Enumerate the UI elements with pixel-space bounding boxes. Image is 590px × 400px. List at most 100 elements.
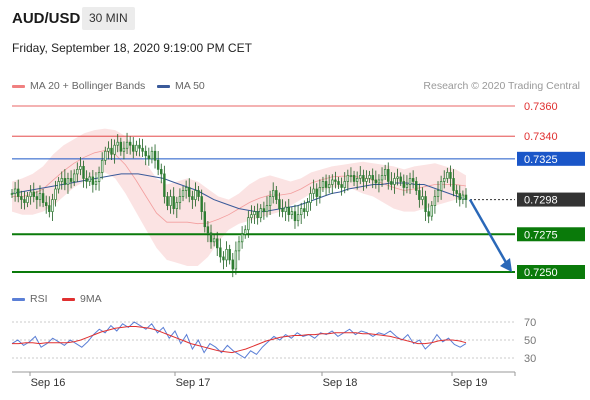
current-price-label-box (517, 192, 585, 207)
candle (194, 190, 197, 200)
candle (458, 193, 461, 200)
candle (262, 208, 266, 212)
candle (387, 169, 390, 182)
candle (209, 232, 213, 243)
candle (147, 155, 151, 160)
candle (17, 188, 20, 197)
candle (393, 178, 396, 185)
candle (57, 181, 60, 190)
candle (321, 181, 325, 188)
legend-bollinger: MA 20 + Bollinger Bands (12, 80, 145, 92)
candle (461, 194, 465, 200)
candle (346, 175, 350, 182)
candle (82, 166, 85, 179)
candle (191, 196, 194, 200)
candle (63, 178, 67, 185)
x-tick-label: Sep 18 (323, 377, 358, 389)
candle (181, 190, 185, 197)
candle (405, 184, 409, 188)
candle (166, 196, 169, 206)
candle (331, 179, 334, 185)
candle (337, 181, 340, 185)
rsi-ma-swatch (62, 297, 75, 301)
candle (443, 178, 446, 182)
candle (206, 226, 210, 234)
candle (464, 194, 468, 200)
candle (132, 144, 135, 152)
candle (200, 196, 203, 212)
candle (244, 229, 247, 235)
candle (436, 190, 440, 197)
candle (188, 187, 191, 197)
candle (144, 150, 147, 157)
legend-rsi-ma: 9MA (62, 293, 102, 305)
pivot-label: 0.7325 (524, 154, 558, 166)
candle (85, 178, 88, 182)
candle (41, 193, 45, 203)
candle (396, 176, 399, 179)
candle (60, 178, 63, 182)
credit-text: Research © 2020 Trading Central (423, 80, 580, 92)
candle (45, 202, 48, 206)
rsi-tick-50: 50 (524, 335, 536, 347)
candle (32, 191, 35, 197)
current-price-label: 0.7298 (524, 195, 558, 207)
candle (265, 205, 269, 212)
candle (446, 172, 449, 179)
pivot-label-box (517, 151, 585, 166)
candle (225, 249, 228, 261)
x-tick-label: Sep 17 (176, 377, 211, 389)
candle (293, 211, 297, 222)
candle (309, 193, 312, 203)
candle (113, 144, 116, 155)
candle (424, 196, 427, 212)
x-tick-label: Sep 19 (453, 377, 488, 389)
timeframe-button[interactable]: 30 MIN (82, 7, 135, 30)
candle (29, 191, 32, 197)
candle (54, 188, 57, 200)
candle (250, 214, 253, 219)
rsi-tick-70: 70 (524, 317, 536, 329)
support-1-label: 0.7275 (524, 229, 558, 241)
candle (306, 202, 309, 212)
candle (427, 211, 430, 217)
rsi-line (11, 321, 467, 359)
candle (390, 181, 393, 185)
rsi-ma-line (12, 326, 467, 354)
candle (13, 188, 17, 194)
rsi-swatch (12, 297, 25, 301)
candle (253, 211, 256, 216)
candle (100, 159, 104, 173)
candle (97, 172, 101, 182)
candle (10, 193, 14, 195)
candle (268, 196, 272, 206)
candle (411, 178, 415, 182)
candle (374, 179, 378, 184)
candle (228, 249, 231, 261)
candle (231, 259, 234, 270)
candle (88, 176, 91, 182)
candle (51, 199, 54, 212)
candle (352, 175, 356, 182)
bollinger-band-fill (12, 128, 466, 266)
forecast-arrow-head (500, 258, 512, 272)
candle (240, 233, 244, 243)
candle (340, 184, 343, 188)
candle (234, 250, 238, 270)
candle (421, 196, 424, 200)
support-2-label-box (517, 265, 585, 279)
bollinger-swatch (12, 84, 25, 88)
legend-bollinger-label: MA 20 + Bollinger Bands (30, 80, 146, 92)
candle (160, 169, 163, 175)
candle (72, 173, 76, 182)
candle (349, 175, 353, 177)
candle (371, 175, 374, 181)
candle (368, 175, 371, 179)
candle (355, 178, 359, 182)
candle (119, 141, 123, 152)
candle (203, 211, 206, 228)
candle (79, 166, 82, 170)
candle (272, 190, 275, 197)
candle (408, 178, 412, 185)
candle (153, 150, 157, 161)
